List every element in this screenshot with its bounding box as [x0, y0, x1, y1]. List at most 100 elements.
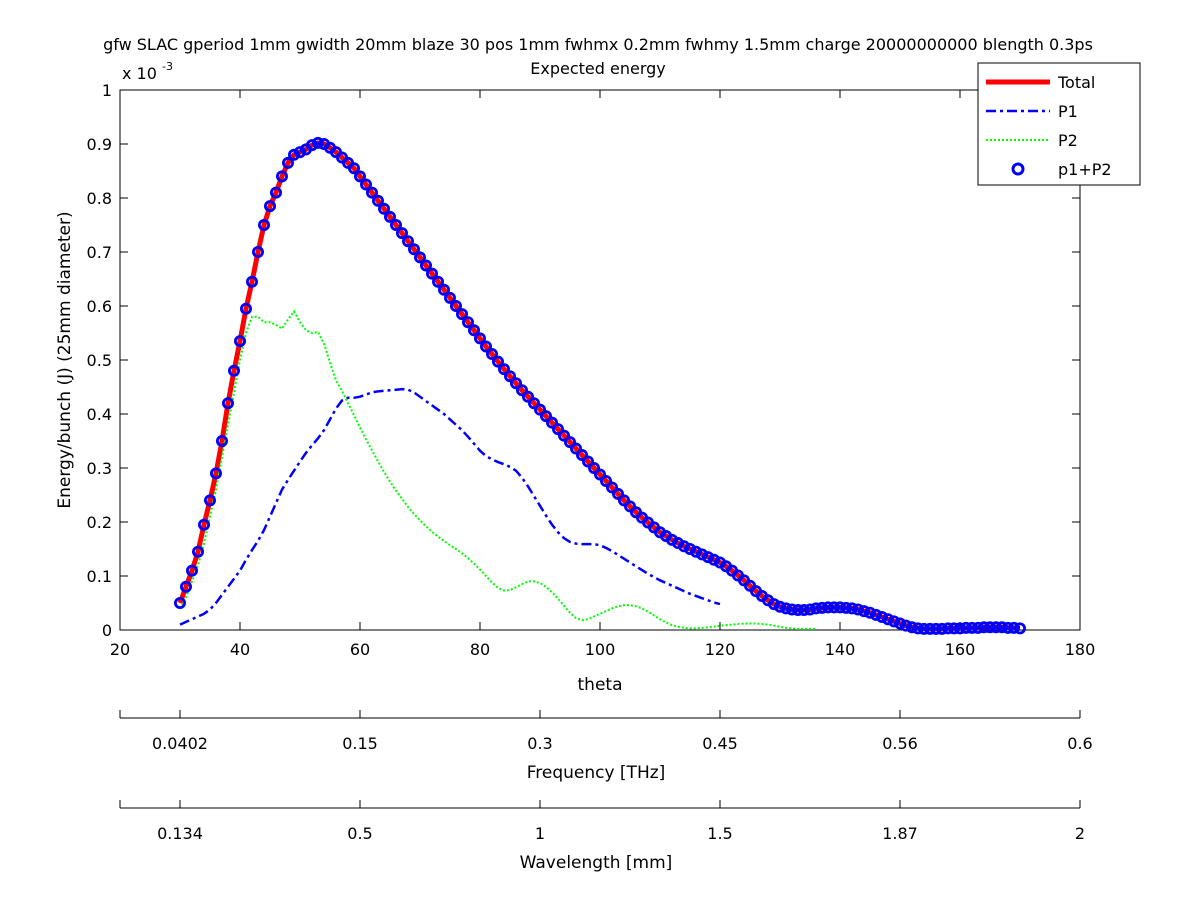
p1p2-marker — [780, 602, 793, 615]
p1p2-marker — [576, 449, 589, 462]
p1p2-marker — [900, 619, 913, 632]
p1p2-marker — [461, 316, 474, 329]
p1p2-marker — [930, 622, 943, 635]
p1p2-marker — [239, 302, 252, 315]
p1p2-marker — [467, 324, 480, 337]
p1p2-marker — [179, 580, 192, 593]
y-exponent-base: x 10 — [122, 64, 157, 83]
p1p2-marker — [473, 332, 486, 345]
p1p2-marker — [419, 259, 432, 272]
p1p2-marker — [558, 429, 571, 442]
x-tick-label: 60 — [350, 640, 370, 659]
p1p2-marker — [377, 202, 390, 215]
legend-label-total: Total — [1057, 73, 1095, 92]
p1p2-marker — [522, 390, 535, 403]
p1p2-marker — [1002, 621, 1015, 634]
series-p1p2-markers — [173, 136, 1027, 635]
legend-label-p1: P1 — [1058, 102, 1078, 121]
p1p2-marker — [257, 218, 270, 231]
x-tick-label: 100 — [585, 640, 616, 659]
y-tick-label: 0.2 — [87, 513, 112, 532]
p1p2-marker — [431, 275, 444, 288]
p1p2-marker — [624, 500, 637, 513]
p1p2-marker — [425, 267, 438, 280]
p1p2-marker — [918, 622, 931, 635]
series-p1-line — [179, 387, 721, 626]
p1p2-marker — [588, 461, 601, 474]
p1p2-marker — [906, 621, 919, 634]
p1p2-marker — [966, 621, 979, 634]
p1p2-marker — [618, 494, 631, 507]
secondary-tick-label: 0.0402 — [152, 734, 208, 753]
p1p2-marker — [564, 436, 577, 449]
p1p2-marker — [534, 403, 547, 416]
p1p2-marker — [251, 245, 264, 258]
x-tick-label: 40 — [230, 640, 250, 659]
p1p2-marker — [359, 178, 372, 191]
p1p2-marker — [792, 604, 805, 617]
p1p2-marker — [203, 494, 216, 507]
p1p2-marker — [173, 597, 186, 610]
p1p2-marker — [894, 617, 907, 630]
p1p2-marker — [479, 340, 492, 353]
p1p2-marker — [858, 605, 871, 618]
p1p2-marker — [876, 611, 889, 624]
p1p2-marker — [449, 299, 462, 312]
p1p2-marker — [852, 603, 865, 616]
p1p2-marker — [245, 275, 258, 288]
y-tick-label: 0.1 — [87, 567, 112, 586]
p1p2-marker — [954, 622, 967, 635]
p1p2-marker — [570, 442, 583, 455]
p1p2-marker — [696, 548, 709, 561]
p1p2-marker — [702, 551, 715, 564]
x-tick-label: 140 — [825, 640, 856, 659]
p1p2-marker — [209, 467, 222, 480]
chart-title-line2: Expected energy — [530, 59, 665, 78]
x-tick-label: 160 — [945, 640, 976, 659]
p1p2-marker — [600, 474, 613, 487]
p1p2-marker — [311, 136, 324, 149]
secondary-tick-label: 1.87 — [882, 824, 918, 843]
p1p2-marker — [972, 621, 985, 634]
p1p2-marker — [455, 308, 468, 321]
p1p2-marker — [269, 186, 282, 199]
y-tick-label: 0.5 — [87, 351, 112, 370]
p1p2-marker — [191, 545, 204, 558]
p1p2-marker — [786, 603, 799, 616]
p1p2-marker — [828, 601, 841, 614]
secondary-tick-label: 0.45 — [702, 734, 738, 753]
p1p2-marker — [816, 601, 829, 614]
x-tick-label: 20 — [110, 640, 130, 659]
p1p2-marker — [371, 194, 384, 207]
y-tick-label: 1 — [102, 81, 112, 100]
secondary-tick-label: 2 — [1075, 824, 1085, 843]
p1p2-marker — [810, 602, 823, 615]
p1p2-marker — [912, 622, 925, 635]
p1p2-marker — [516, 384, 529, 397]
p1p2-marker — [353, 170, 366, 183]
p1p2-marker — [509, 377, 522, 390]
series-p2-line — [179, 309, 816, 630]
p1p2-marker — [215, 434, 228, 447]
y-tick-label: 0 — [102, 621, 112, 640]
p1p2-marker — [1014, 622, 1027, 635]
p1p2-marker — [233, 335, 246, 348]
x-tick-label: 120 — [705, 640, 736, 659]
p1p2-marker — [678, 540, 691, 553]
p1p2-marker — [804, 603, 817, 616]
y-tick-label: 0.9 — [87, 135, 112, 154]
secondary-axis-label: Wavelength [mm] — [520, 853, 673, 873]
p1p2-marker — [546, 416, 559, 429]
secondary-tick-label: 1 — [535, 824, 545, 843]
y-tick-label: 0.7 — [87, 243, 112, 262]
p1p2-marker — [528, 397, 541, 410]
p1p2-marker — [888, 615, 901, 628]
wavelength-axis: 0.134 0.5 1 1.5 1.87 2 Wavelength [mm] — [119, 800, 1085, 873]
p1p2-marker — [497, 363, 510, 376]
secondary-tick-label: 0.3 — [527, 734, 552, 753]
p1p2-marker — [846, 602, 859, 615]
chart-title-line1: gfw SLAC gperiod 1mm gwidth 20mm blaze 3… — [103, 35, 1093, 54]
y-axis-ticks: 0 0.1 0.2 0.3 0.4 0.5 0.6 0.7 0.8 0.9 1 — [87, 81, 1080, 640]
secondary-tick-label: 0.6 — [1067, 734, 1092, 753]
p1p2-marker — [684, 543, 697, 556]
